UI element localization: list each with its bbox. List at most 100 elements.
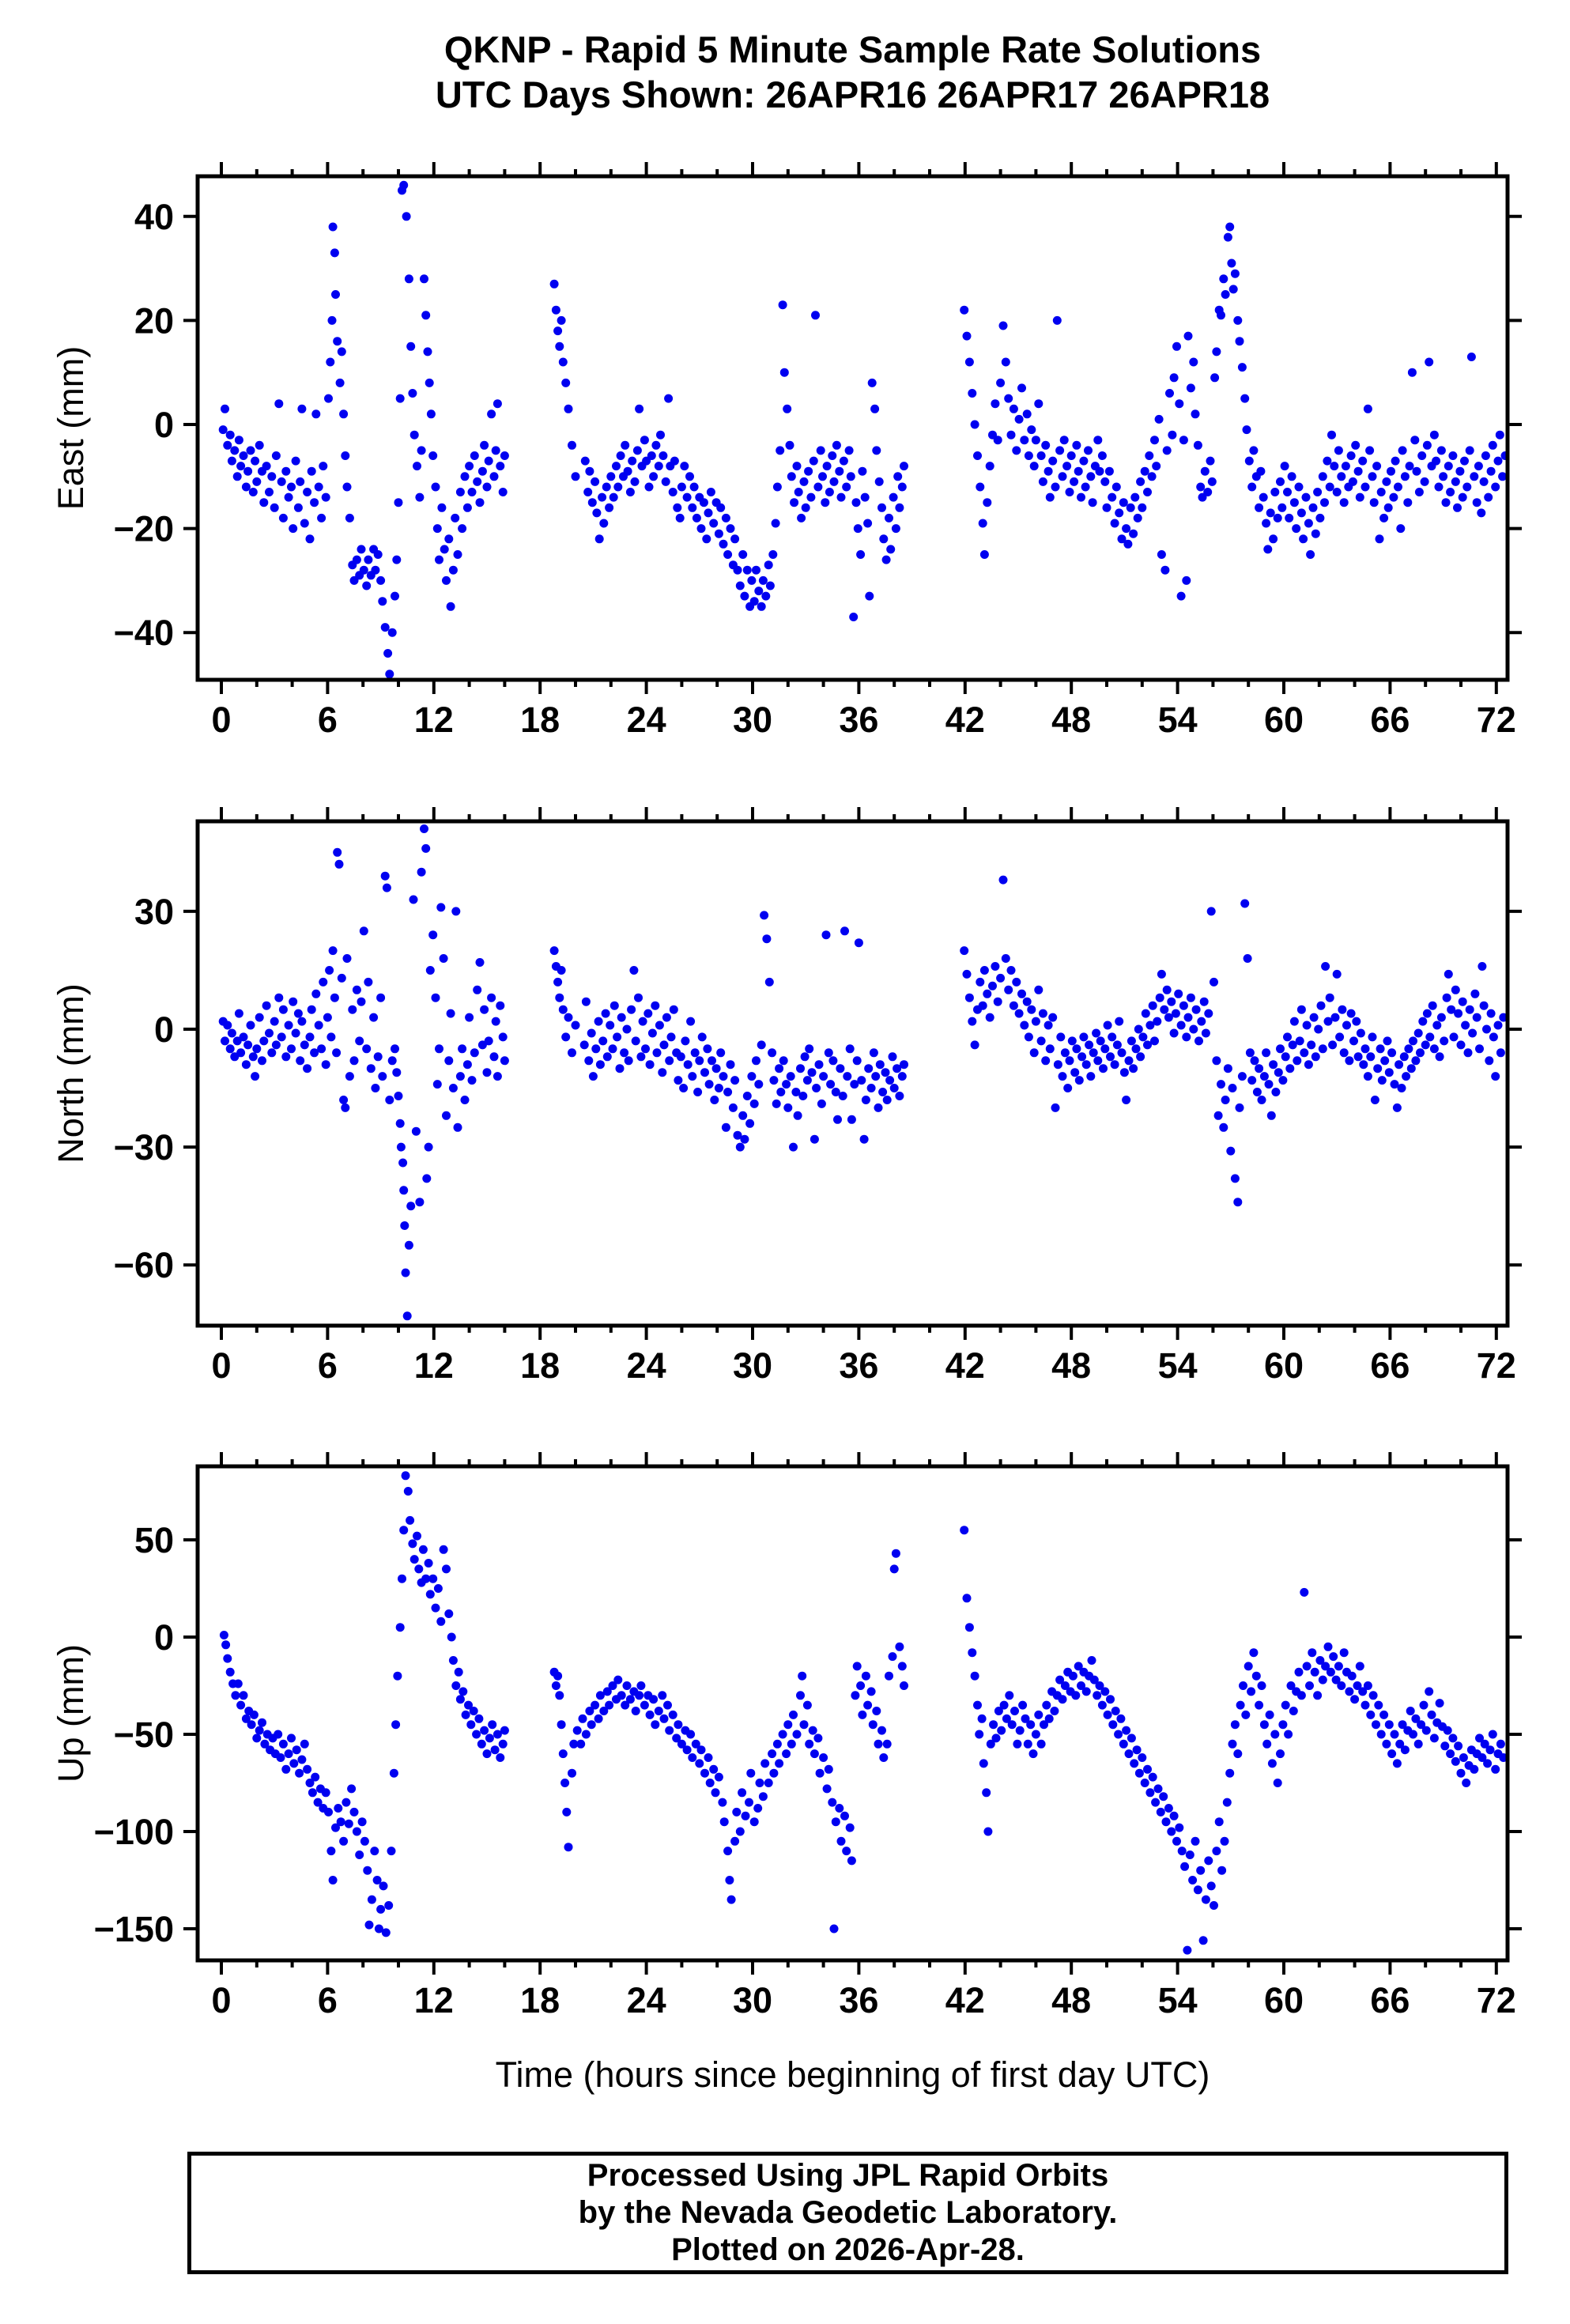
data-point: [569, 1739, 579, 1749]
data-point: [223, 440, 232, 450]
data-point: [587, 1028, 596, 1038]
data-point: [293, 503, 303, 512]
data-point: [900, 462, 908, 471]
data-point: [281, 466, 291, 476]
data-point: [485, 1734, 494, 1743]
data-point: [335, 378, 345, 387]
y-tick-label: −40: [114, 613, 174, 653]
data-point: [328, 222, 338, 232]
data-point: [1342, 1021, 1351, 1030]
data-point: [829, 1924, 839, 1934]
data-point: [324, 1807, 333, 1817]
data-point: [1067, 1036, 1077, 1046]
data-point: [793, 1111, 802, 1120]
data-point: [330, 248, 339, 258]
x-tick-label: 54: [1158, 700, 1198, 740]
data-point: [1339, 1648, 1349, 1658]
data-point: [278, 1005, 288, 1014]
data-point: [564, 1843, 573, 1852]
data-point: [370, 1847, 379, 1856]
data-point: [1127, 1734, 1136, 1743]
data-point: [642, 456, 651, 466]
data-point: [555, 993, 564, 1002]
data-point: [842, 1847, 851, 1856]
data-point: [789, 1142, 798, 1152]
data-point: [352, 1827, 361, 1836]
data-point: [705, 1779, 715, 1787]
data-point: [379, 1881, 388, 1891]
data-point: [496, 1001, 505, 1010]
data-point: [621, 440, 630, 450]
data-point: [1233, 1749, 1243, 1759]
data-point: [1332, 969, 1342, 979]
data-point: [1313, 488, 1323, 496]
data-point: [829, 477, 839, 486]
data-point: [1072, 1044, 1081, 1054]
data-point: [1145, 451, 1154, 460]
data-point: [1474, 462, 1483, 471]
data-point: [996, 378, 1006, 387]
data-point: [1456, 1040, 1466, 1050]
data-point: [668, 488, 677, 496]
data-point: [1270, 1730, 1280, 1739]
data-point: [281, 1764, 291, 1774]
data-point: [389, 1768, 398, 1778]
data-point: [1024, 1032, 1033, 1042]
data-point: [842, 482, 851, 492]
data-point: [877, 503, 886, 512]
data-point: [453, 550, 462, 559]
data-point: [735, 1142, 745, 1152]
data-point: [1267, 1759, 1277, 1768]
data-point: [1285, 513, 1294, 523]
data-point: [824, 1764, 833, 1774]
data-point: [373, 550, 383, 559]
data-point: [710, 1096, 719, 1104]
data-point: [636, 1052, 646, 1062]
data-point: [964, 357, 974, 367]
data-point: [498, 1032, 508, 1042]
data-point: [772, 1099, 781, 1108]
data-point: [885, 1671, 893, 1681]
data-point: [1417, 451, 1427, 460]
data-point: [230, 446, 240, 455]
data-point: [270, 1017, 279, 1026]
data-point: [1191, 409, 1200, 419]
data-point: [599, 519, 609, 528]
data-point: [1031, 1730, 1040, 1739]
data-point: [709, 519, 719, 528]
data-point: [1435, 1052, 1444, 1062]
data-point: [1014, 1009, 1024, 1018]
data-point: [1223, 232, 1232, 242]
data-point: [733, 1130, 742, 1140]
data-point: [674, 1720, 683, 1730]
data-point: [431, 993, 440, 1002]
data-point: [1395, 1739, 1405, 1749]
data-point: [768, 1749, 777, 1759]
data-point: [1366, 1710, 1376, 1719]
data-point: [262, 462, 271, 471]
data-point: [1376, 1044, 1385, 1054]
data-point: [709, 1764, 719, 1774]
data-point: [740, 591, 749, 601]
data-point: [962, 1594, 972, 1603]
data-point: [1404, 1044, 1413, 1054]
data-point: [843, 1072, 852, 1081]
data-point: [1097, 451, 1107, 460]
data-point: [735, 1827, 745, 1836]
data-point: [836, 492, 846, 502]
x-tick-label: 24: [627, 1980, 666, 2020]
data-point: [295, 1768, 304, 1778]
data-point: [1321, 1662, 1330, 1671]
data-point: [284, 1021, 293, 1030]
data-point: [968, 389, 977, 398]
data-point: [816, 446, 825, 455]
data-point: [1293, 1056, 1302, 1066]
data-point: [838, 1092, 847, 1100]
data-point: [1191, 1005, 1201, 1014]
data-point: [893, 1064, 902, 1073]
data-point: [792, 462, 802, 471]
data-point: [310, 498, 319, 507]
data-point: [1435, 1699, 1444, 1708]
data-point: [708, 1056, 716, 1066]
data-point: [328, 946, 338, 956]
